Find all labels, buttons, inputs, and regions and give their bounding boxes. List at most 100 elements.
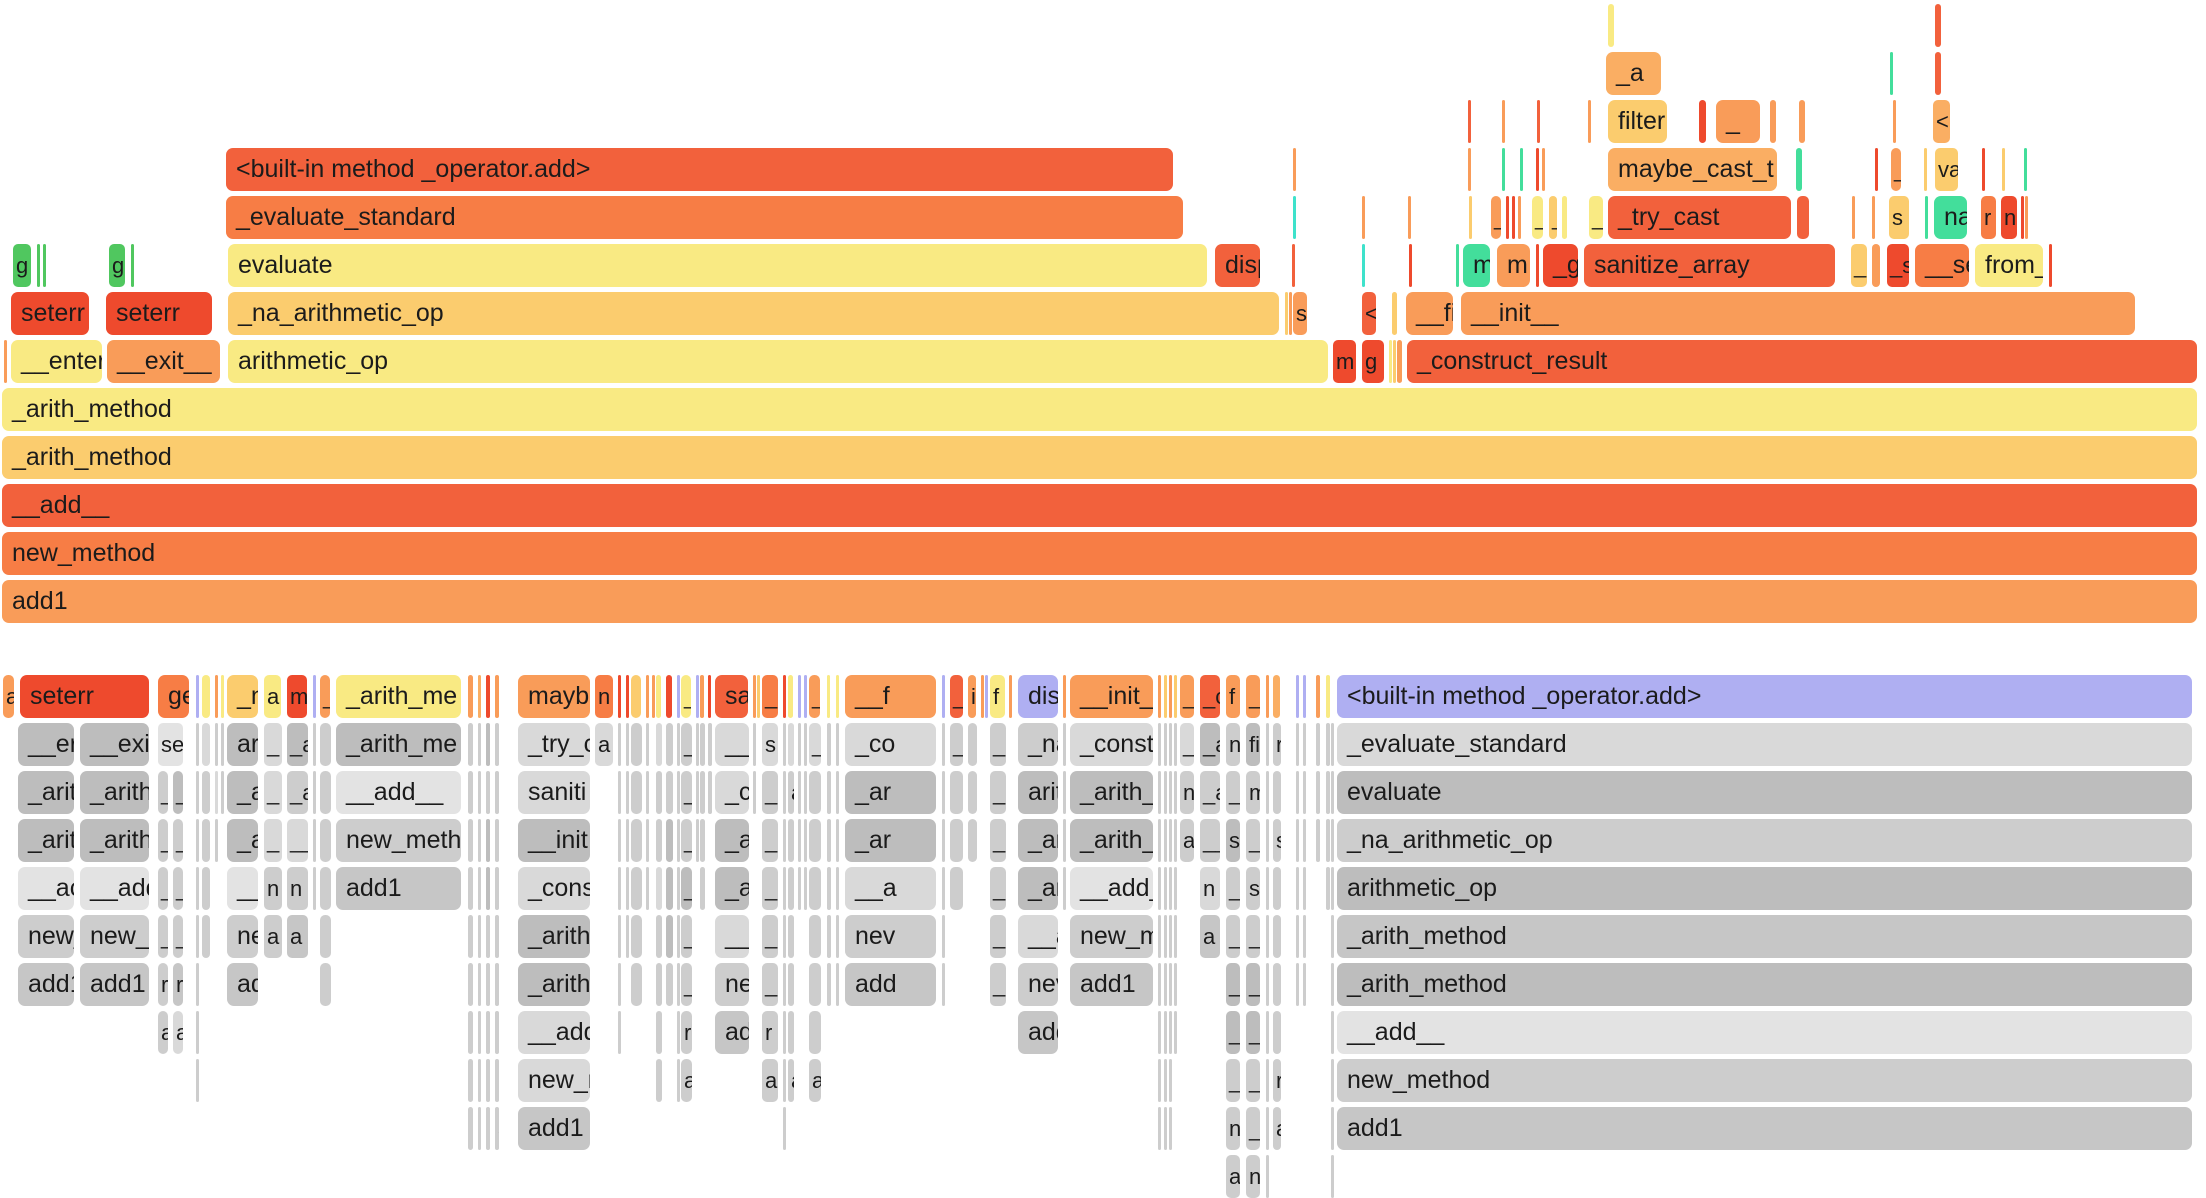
frame-s[interactable]: s <box>762 723 778 766</box>
frame-n[interactable]: n <box>2001 196 2017 239</box>
frame-f[interactable]: f <box>990 675 1005 718</box>
frame-sliver[interactable] <box>798 675 801 718</box>
frame-sliver[interactable] <box>196 771 199 814</box>
frame-sliver[interactable] <box>1158 771 1161 814</box>
frame-add1[interactable]: add1 <box>2 580 2197 623</box>
frame-sliver[interactable] <box>1164 675 1167 718</box>
frame-_c[interactable]: _c <box>715 771 749 814</box>
frame-_[interactable]: _ <box>950 675 963 718</box>
frame-sliver[interactable] <box>626 723 629 766</box>
frame-sliver[interactable] <box>313 723 316 766</box>
frame-sliver[interactable] <box>320 867 331 910</box>
frame-sliver[interactable] <box>626 867 629 910</box>
frame-_[interactable]: _ <box>681 867 692 910</box>
frame-sliver[interactable] <box>468 867 473 910</box>
frame-sliver[interactable] <box>1273 963 1281 1006</box>
frame-_[interactable]: _ <box>264 723 282 766</box>
frame-_na_arithmetic_op[interactable]: _na_arithmetic_op <box>1337 819 2192 862</box>
frame-sliver[interactable] <box>1331 723 1334 766</box>
frame-sliver[interactable] <box>1316 771 1320 814</box>
frame-sliver[interactable] <box>646 675 649 718</box>
frame-sliver[interactable] <box>1174 771 1177 814</box>
frame-sliver[interactable] <box>809 867 821 910</box>
frame-sliver[interactable] <box>626 771 629 814</box>
frame-sliver[interactable] <box>1303 867 1306 910</box>
frame-filter[interactable]: filter <box>1608 100 1667 143</box>
frame-sliver[interactable] <box>2024 148 2027 191</box>
frame-sliver[interactable] <box>196 723 199 766</box>
frame-sliver[interactable] <box>631 771 642 814</box>
frame-sliver[interactable] <box>783 915 786 958</box>
frame-sliver[interactable] <box>1158 1011 1161 1054</box>
frame-sliver[interactable] <box>478 1011 481 1054</box>
frame-_arith_method[interactable]: _arith_method <box>2 436 2197 479</box>
frame-sliver[interactable] <box>478 963 481 1006</box>
frame-sliver[interactable] <box>708 771 712 814</box>
frame-__er[interactable]: __er <box>18 723 74 766</box>
frame-_na[interactable]: _na <box>1018 723 1058 766</box>
frame-sliver[interactable] <box>666 819 673 862</box>
frame-ne[interactable]: ne <box>227 915 258 958</box>
frame-sliver[interactable] <box>783 867 786 910</box>
frame-i[interactable]: i <box>968 675 976 718</box>
frame-maybe_cast_t[interactable]: maybe_cast_t <box>1608 148 1777 191</box>
frame-sliver[interactable] <box>618 867 621 910</box>
frame-sliver[interactable] <box>1266 723 1269 766</box>
frame-_arith[interactable]: _arith <box>80 771 149 814</box>
frame-seterr[interactable]: seterr <box>20 675 149 718</box>
frame-sliver[interactable] <box>1273 1011 1281 1054</box>
frame-sliver[interactable] <box>631 819 642 862</box>
frame-a[interactable]: a <box>788 1059 794 1102</box>
frame-sliver[interactable] <box>1316 819 1320 862</box>
frame-sliver[interactable] <box>700 675 704 718</box>
frame-sliver[interactable] <box>666 771 673 814</box>
frame-evaluate[interactable]: evaluate <box>228 244 1207 287</box>
frame-sliver[interactable] <box>1326 771 1330 814</box>
frame-sliver[interactable] <box>677 1011 680 1054</box>
frame-_[interactable]: _ <box>990 819 1006 862</box>
frame-sliver[interactable] <box>486 675 490 718</box>
frame-_evaluate_standard[interactable]: _evaluate_standard <box>226 196 1183 239</box>
frame-a[interactable]: a <box>287 915 308 958</box>
frame-_[interactable]: _ <box>809 723 821 766</box>
frame-_[interactable]: _ <box>1246 675 1260 718</box>
frame-sliver[interactable] <box>221 723 224 766</box>
frame-_[interactable]: _ <box>990 867 1006 910</box>
frame-sliver[interactable] <box>618 1011 621 1054</box>
frame-sliver[interactable] <box>696 723 699 766</box>
frame-sliver[interactable] <box>1174 915 1177 958</box>
frame-sliver[interactable] <box>985 675 988 718</box>
frame-sliver[interactable] <box>783 963 786 1006</box>
frame-sliver[interactable] <box>1285 292 1288 335</box>
frame-sliver[interactable] <box>1331 915 1334 958</box>
frame-sliver[interactable] <box>1982 148 1985 191</box>
frame-__init[interactable]: __init <box>518 819 590 862</box>
frame-sliver[interactable] <box>1316 723 1320 766</box>
frame-_[interactable]: _ <box>173 771 183 814</box>
frame-sliver[interactable] <box>942 723 945 766</box>
frame-sliver[interactable] <box>486 723 490 766</box>
frame-sliver[interactable] <box>827 963 831 1006</box>
frame-sliver[interactable] <box>1699 100 1706 143</box>
frame-_[interactable]: _ <box>990 963 1006 1006</box>
frame-sliver[interactable] <box>753 771 756 814</box>
frame-m[interactable]: m <box>1333 340 1356 383</box>
frame-add[interactable]: add <box>845 963 936 1006</box>
frame-sliver[interactable] <box>783 1107 786 1150</box>
frame-sliver[interactable] <box>783 1011 786 1054</box>
frame-_a[interactable]: _a <box>715 867 749 910</box>
frame-sliver[interactable] <box>618 915 621 958</box>
frame-g[interactable]: g <box>1362 340 1384 383</box>
frame-_[interactable]: _ <box>809 675 820 718</box>
frame-sliver[interactable] <box>942 867 945 910</box>
frame-sliver[interactable] <box>486 771 490 814</box>
frame-s[interactable]: s <box>1293 292 1307 335</box>
frame-sliver[interactable] <box>1266 963 1269 1006</box>
frame-sliver[interactable] <box>495 771 499 814</box>
frame-sliver[interactable] <box>696 819 699 862</box>
frame-fi[interactable]: fi <box>1246 723 1260 766</box>
frame-_cons[interactable]: _cons <box>518 867 590 910</box>
frame-sliver[interactable] <box>1169 1107 1172 1150</box>
frame-_[interactable]: _ <box>158 819 168 862</box>
frame-sliver[interactable] <box>646 867 649 910</box>
